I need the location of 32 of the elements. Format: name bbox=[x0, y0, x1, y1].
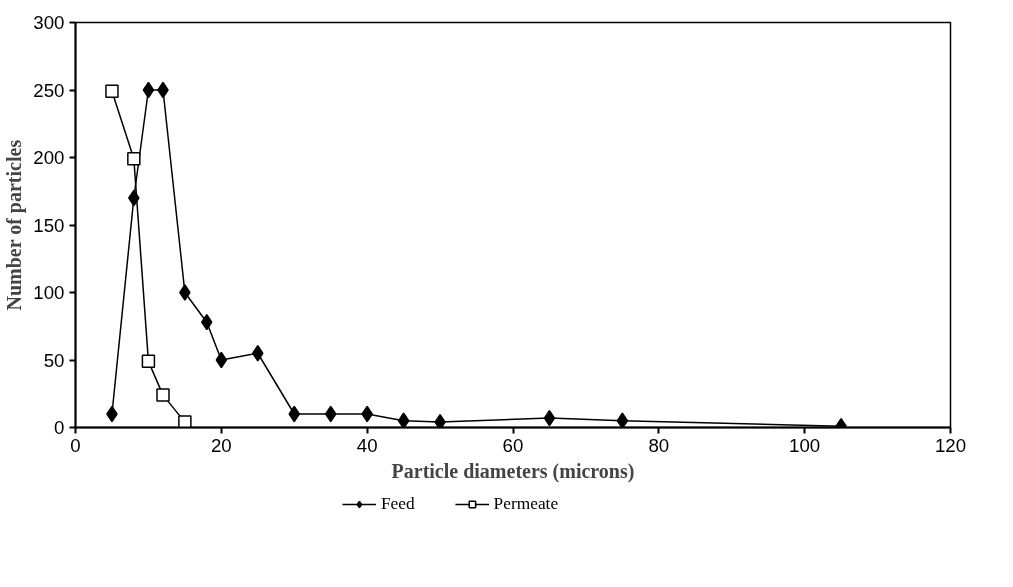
x-tick-label: 0 bbox=[70, 434, 81, 456]
legend-label: Feed bbox=[380, 494, 415, 514]
y-tick-label: 200 bbox=[33, 147, 65, 168]
x-tick-label: 120 bbox=[934, 434, 967, 456]
point bbox=[178, 415, 192, 428]
x-axis-title: Particle diameters (microns) bbox=[391, 459, 635, 483]
point bbox=[105, 84, 119, 99]
point bbox=[397, 412, 410, 428]
point bbox=[156, 388, 170, 402]
y-tick-label: 300 bbox=[33, 12, 65, 33]
point bbox=[543, 409, 556, 427]
point bbox=[142, 81, 155, 99]
point bbox=[141, 354, 156, 369]
x-tick-label: 20 bbox=[210, 434, 232, 456]
x-tick-label: 80 bbox=[648, 434, 670, 456]
point bbox=[179, 284, 191, 301]
y-axis-title: Number of particles bbox=[3, 139, 27, 311]
point bbox=[215, 351, 228, 369]
y-tick-label: 100 bbox=[33, 282, 65, 303]
point bbox=[324, 405, 337, 423]
point bbox=[127, 152, 141, 166]
x-tick-label: 40 bbox=[356, 434, 378, 456]
point bbox=[252, 345, 264, 362]
x-tick-label: 100 bbox=[789, 434, 821, 456]
legend-label: Permeate bbox=[493, 494, 559, 514]
x-tick-label: 60 bbox=[502, 434, 524, 456]
y-tick-label: 250 bbox=[33, 79, 65, 101]
y-tick-label: 150 bbox=[33, 214, 65, 236]
y-tick-label: 50 bbox=[43, 349, 65, 371]
point bbox=[434, 413, 446, 428]
y-tick-label: 0 bbox=[54, 417, 65, 438]
point bbox=[616, 412, 629, 428]
